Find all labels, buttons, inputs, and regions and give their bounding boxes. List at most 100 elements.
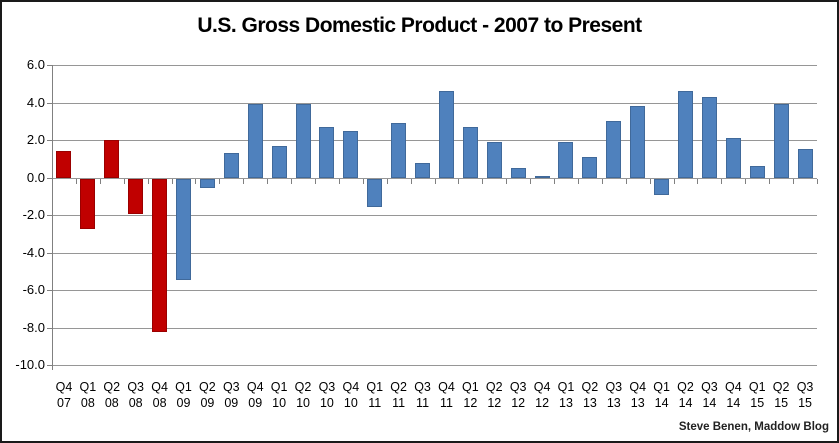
gridline-2.0 <box>52 140 817 141</box>
gdp-bar-Q2-10 <box>295 104 311 178</box>
gdp-bar-Q4-13 <box>630 106 646 178</box>
y-axis-label: 4.0 <box>26 94 45 110</box>
gridline--6.0 <box>52 290 817 291</box>
x-axis-label: Q2 15 <box>772 380 790 410</box>
category-axis-tick <box>434 178 436 184</box>
x-axis-label: Q3 10 <box>318 380 336 410</box>
gridline-0.0 <box>52 177 817 179</box>
x-axis-label: Q1 08 <box>79 380 97 410</box>
y-axis-tick <box>47 65 52 66</box>
gridline-4.0 <box>52 102 817 104</box>
gdp-bar-Q3-08 <box>128 178 144 215</box>
gdp-bar-Q1-13 <box>558 141 574 178</box>
y-axis-label: -6.0 <box>22 282 45 297</box>
gridline-6.0 <box>52 65 817 66</box>
y-axis-label: 6.0 <box>26 57 45 72</box>
category-axis-tick <box>267 178 269 184</box>
y-axis-label: 2.0 <box>26 132 45 147</box>
gdp-bar-Q3-14 <box>701 96 717 178</box>
category-axis-tick <box>147 178 149 184</box>
gdp-bar-Q2-15 <box>773 104 789 178</box>
category-axis-tick <box>482 178 484 184</box>
gdp-bar-Q4-07 <box>56 151 72 178</box>
category-axis-tick <box>458 178 460 184</box>
gdp-bar-Q2-11 <box>391 123 407 178</box>
category-axis-tick <box>721 178 723 184</box>
gdp-bar-Q4-09 <box>247 104 263 178</box>
x-axis-label: Q1 13 <box>557 380 575 410</box>
gdp-bar-Q1-11 <box>367 178 383 207</box>
x-axis-label: Q2 14 <box>677 380 694 410</box>
x-axis-label: Q3 12 <box>509 380 527 410</box>
gdp-bar-Q2-14 <box>678 91 694 178</box>
category-axis-tick <box>577 178 579 184</box>
category-axis-tick <box>793 178 795 184</box>
y-axis-tick <box>47 252 52 254</box>
x-axis-label: Q3 13 <box>605 380 623 410</box>
x-axis-label: Q2 12 <box>485 380 503 410</box>
gdp-bar-Q3-13 <box>606 121 622 178</box>
y-axis-line <box>52 65 53 370</box>
category-axis-tick <box>338 178 340 184</box>
category-axis-tick <box>601 178 603 184</box>
category-axis-tick <box>99 178 101 184</box>
category-axis-tick <box>314 178 316 184</box>
category-axis-tick <box>171 178 173 184</box>
gdp-bar-Q3-10 <box>319 126 335 178</box>
gridline--4.0 <box>52 252 817 254</box>
gdp-bar-Q1-08 <box>80 178 96 230</box>
y-axis-label: -8.0 <box>22 319 45 335</box>
y-axis-label: -4.0 <box>22 244 45 260</box>
x-axis-label: Q4 14 <box>724 380 742 410</box>
gdp-bar-Q4-08 <box>152 178 168 333</box>
x-axis-label: Q4 10 <box>342 380 360 410</box>
gridline--8.0 <box>52 327 817 329</box>
category-axis-tick <box>745 178 747 184</box>
x-axis-label: Q1 10 <box>270 380 288 410</box>
gdp-bar-Q3-11 <box>415 162 431 178</box>
y-axis-tick <box>47 102 52 104</box>
gdp-bar-Q3-12 <box>510 168 526 178</box>
y-axis-tick <box>47 177 52 179</box>
category-axis-tick <box>219 178 221 184</box>
category-axis-tick <box>75 178 77 184</box>
category-axis-tick <box>554 178 556 184</box>
category-axis-tick <box>625 178 627 184</box>
x-axis-label: Q1 11 <box>366 380 384 410</box>
x-axis-label: Q2 09 <box>199 380 216 410</box>
gdp-bar-Q2-08 <box>104 140 120 178</box>
gdp-bar-Q3-09 <box>223 153 239 178</box>
gdp-bar-Q1-09 <box>175 178 191 280</box>
category-axis-tick <box>410 178 412 184</box>
category-axis-tick <box>530 178 532 184</box>
gdp-bar-Q4-12 <box>534 175 550 178</box>
x-axis-label: Q3 11 <box>414 380 431 410</box>
category-axis-tick <box>291 178 293 184</box>
x-axis-label: Q4 11 <box>438 380 455 410</box>
gdp-bar-Q1-12 <box>462 126 478 178</box>
category-axis-tick <box>769 178 771 184</box>
gdp-bar-Q2-12 <box>486 141 502 178</box>
y-axis-tick <box>47 140 52 141</box>
gdp-bar-Q4-14 <box>725 138 741 178</box>
y-axis-tick <box>47 365 52 366</box>
category-axis-tick <box>123 178 125 184</box>
gdp-bar-Q2-09 <box>199 178 215 188</box>
x-axis-label: Q1 15 <box>748 380 766 410</box>
y-axis-label: 0.0 <box>26 169 45 185</box>
y-axis-tick <box>47 215 52 216</box>
gdp-bar-Q1-14 <box>654 178 670 196</box>
chart-title: U.S. Gross Domestic Product - 2007 to Pr… <box>197 14 642 37</box>
category-axis-tick <box>697 178 699 184</box>
gdp-bar-Q1-15 <box>749 166 765 178</box>
x-axis-label: Q2 13 <box>581 380 599 410</box>
x-axis-label: Q2 11 <box>390 380 407 410</box>
category-axis-tick <box>243 178 245 184</box>
category-axis-tick <box>195 178 197 184</box>
category-axis-tick <box>649 178 651 184</box>
y-axis-tick <box>47 327 52 329</box>
x-axis-label: Q4 09 <box>246 380 264 410</box>
gridline--10.0 <box>52 365 817 366</box>
